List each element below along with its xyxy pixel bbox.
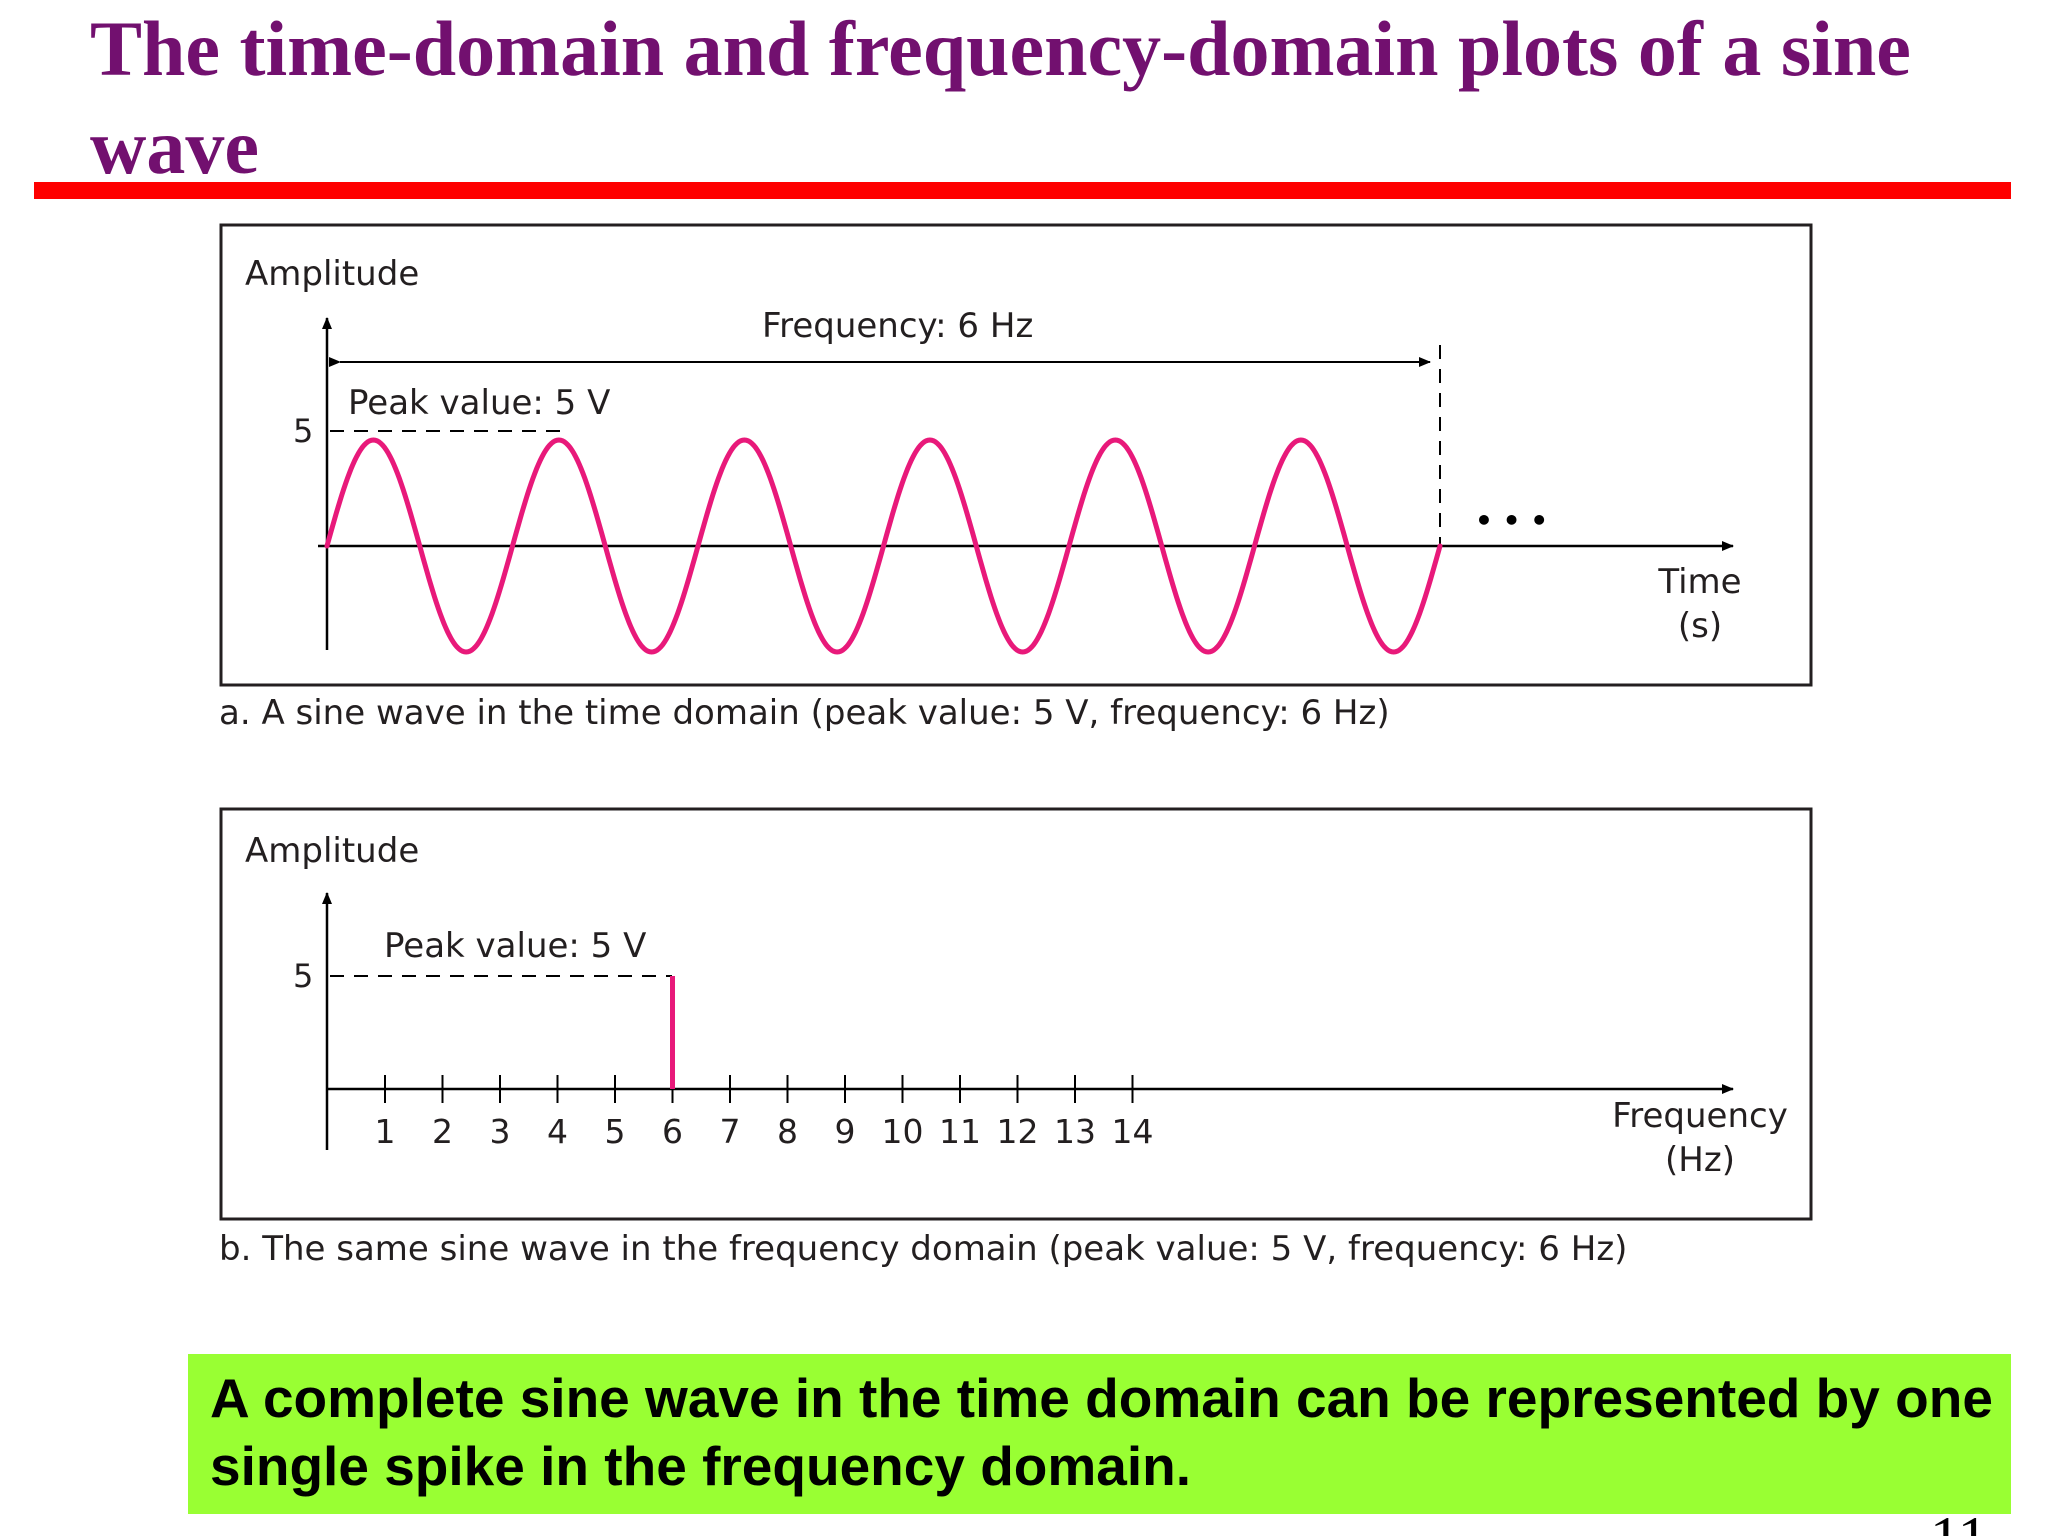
panel-a-caption: a. A sine wave in the time domain (peak … <box>219 693 1390 733</box>
frequency-tick-label: 5 <box>605 1112 626 1151</box>
frequency-tick-label: 14 <box>1112 1112 1154 1151</box>
frequency-tick-label: 2 <box>432 1112 453 1151</box>
panel-a-y-axis-label: Amplitude <box>245 254 419 294</box>
frequency-tick-label: 11 <box>939 1112 981 1151</box>
sine-wave <box>324 437 1443 655</box>
summary-callout-text: A complete sine wave in the time domain … <box>210 1367 1993 1497</box>
panel-b-x-axis-label-line2: (Hz) <box>1665 1140 1735 1180</box>
panel-a-frequency-label: Frequency: 6 Hz <box>762 306 1033 346</box>
panel-a-frame <box>219 223 1813 687</box>
panel-b-frame <box>219 807 1813 1221</box>
frequency-tick-label: 6 <box>662 1112 683 1151</box>
panel-b-peak-tick-label: 5 <box>293 957 313 995</box>
frequency-tick-label: 9 <box>835 1112 856 1151</box>
frequency-tick-label: 3 <box>490 1112 511 1151</box>
title-divider <box>34 182 2011 199</box>
frequency-tick-label: 1 <box>375 1112 396 1151</box>
summary-callout: A complete sine wave in the time domain … <box>188 1354 2011 1514</box>
panel-b-x-axis-label-line1: Frequency <box>1612 1096 1788 1136</box>
panel-a-peak-label: Peak value: 5 V <box>348 383 610 423</box>
panel-b-frequency-domain: Amplitude Peak value: 5 V 5 1 2 3 4 5 6 7 8 9 10 1… <box>219 807 1813 1221</box>
frequency-tick-label: 12 <box>997 1112 1039 1151</box>
frequency-tick-label: 4 <box>547 1112 568 1151</box>
continuation-ellipsis: • • • <box>1475 504 1548 537</box>
panel-a-x-axis-label-line1: Time <box>1657 562 1741 602</box>
panel-a-x-axis-label-line2: (s) <box>1678 606 1722 646</box>
page-number: 11 <box>1930 1508 1990 1536</box>
panel-b-caption: b. The same sine wave in the frequency d… <box>219 1229 1627 1269</box>
panel-b-peak-label: Peak value: 5 V <box>384 926 646 966</box>
panel-b-y-axis-label: Amplitude <box>245 831 419 871</box>
frequency-tick-label: 8 <box>777 1112 798 1151</box>
panel-a-time-domain: Amplitude Frequency: 6 Hz Peak value: 5 … <box>219 223 1813 687</box>
panel-a-peak-tick-label: 5 <box>293 412 313 450</box>
frequency-tick-label: 7 <box>720 1112 741 1151</box>
frequency-tick-label: 13 <box>1054 1112 1096 1151</box>
frequency-tick-label: 10 <box>882 1112 924 1151</box>
slide-title: The time-domain and frequency-domain plo… <box>90 5 1911 190</box>
frequency-ticks: 1 2 3 4 5 6 7 8 9 10 11 12 13 14 <box>375 1075 1154 1151</box>
